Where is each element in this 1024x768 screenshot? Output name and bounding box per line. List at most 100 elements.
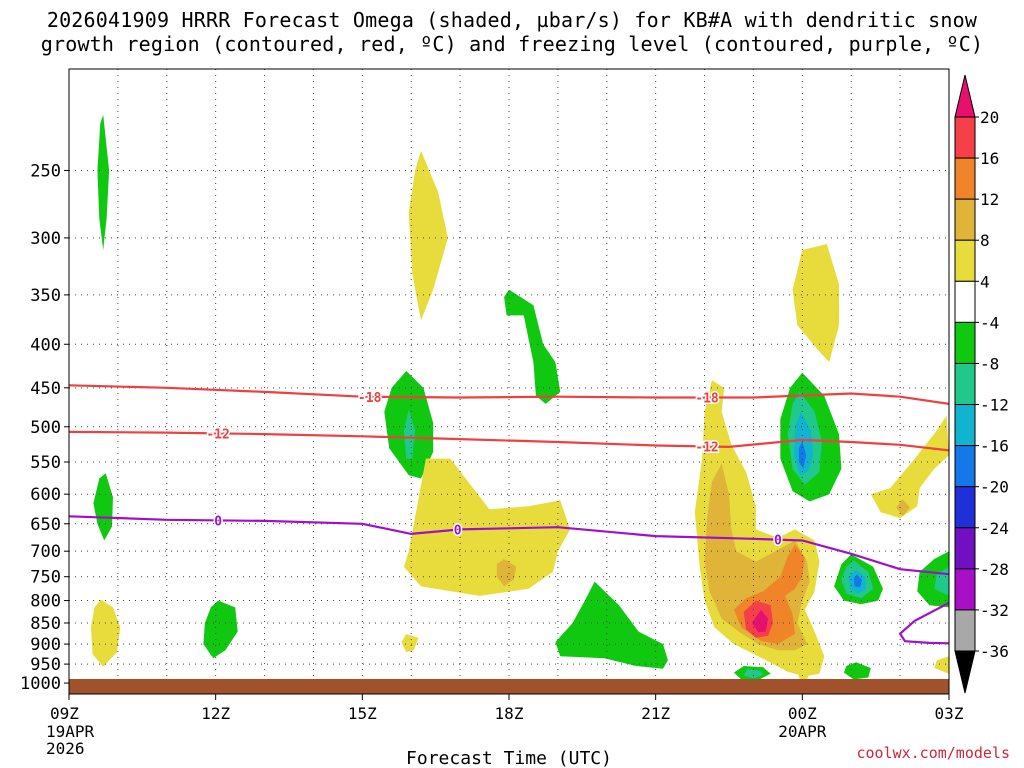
colorbar-box	[954, 321, 976, 364]
colorbar-label: -24	[980, 519, 1009, 538]
y-tick-label: 600	[30, 485, 61, 505]
omega-region-21	[798, 441, 807, 469]
x-tick-label: 03Z	[935, 704, 964, 723]
omega-region-17	[797, 667, 810, 680]
y-tick-label: 500	[30, 418, 61, 438]
omega-region-28	[853, 574, 862, 588]
x-tick-sublabel: 20APR	[778, 722, 827, 741]
contour-label: 0	[454, 524, 462, 539]
omega-region-24	[896, 499, 910, 517]
grid-lines	[69, 69, 949, 694]
colorbar-box	[954, 198, 976, 241]
y-tick-label: 350	[30, 286, 61, 306]
colorbar-top-arrow	[954, 74, 976, 118]
colorbar-box	[954, 362, 976, 406]
contour-label: -12	[695, 441, 718, 456]
y-tick-label: 800	[30, 592, 61, 612]
contour-label: 0	[214, 514, 222, 529]
y-tick-label: 700	[30, 542, 61, 562]
colorbar-box	[954, 527, 976, 570]
omega-region-6	[403, 409, 416, 459]
omega-region-1	[93, 473, 113, 541]
y-tick-label: 850	[30, 614, 61, 634]
omega-region-11	[555, 581, 668, 669]
colorbar-box	[954, 609, 976, 652]
colorbar-box	[954, 280, 976, 323]
colorbar-box	[954, 445, 976, 488]
colorbar-label: 4	[980, 272, 990, 291]
colorbar-box	[954, 486, 976, 529]
colorbar-box	[954, 568, 976, 611]
colorbar-label: 16	[980, 149, 999, 168]
colorbar-box	[954, 404, 976, 447]
omega-region-4	[408, 150, 448, 321]
watermark: coolwx.com/models	[856, 744, 1010, 762]
omega-region-23	[870, 415, 949, 519]
y-tick-label: 450	[30, 379, 61, 399]
colorbar-box	[954, 157, 976, 200]
x-tick-sublabel: 19APR	[46, 722, 95, 741]
contour-label: -18	[358, 391, 382, 406]
x-tick-label: 09Z	[50, 704, 79, 723]
contour-line-3	[898, 601, 949, 645]
omega-region-20	[794, 411, 814, 476]
y-tick-label: 250	[30, 161, 61, 181]
colorbar-label: 8	[980, 231, 990, 250]
chart-title-line-2: growth region (contoured, red, ºC) and f…	[40, 32, 984, 56]
x-tick-label: 21Z	[641, 704, 670, 723]
y-tick-label: 750	[30, 568, 61, 588]
x-tick-label: 18Z	[495, 704, 524, 723]
colorbar-label: -12	[980, 396, 1009, 415]
colorbar: 20 16 12 8 4 -4 -8 -12 -16 -20 -24 -28 -32 -36	[954, 74, 1009, 694]
x-tick-sublabel: 2026	[46, 739, 85, 758]
contour-label: -18	[695, 392, 719, 407]
omega-region-33	[843, 662, 871, 680]
contour-label: 0	[774, 534, 782, 549]
omega-shading	[91, 114, 949, 681]
y-tick-label: 650	[30, 515, 61, 535]
chart-title-line-1: 2026041909 HRRR Forecast Omega (shaded, …	[46, 8, 978, 32]
colorbar-label: 12	[980, 190, 999, 209]
omega-region-29	[917, 551, 949, 608]
y-tick-label: 400	[30, 335, 61, 355]
contour-label: -12	[206, 427, 229, 442]
y-tick-label: 550	[30, 453, 61, 473]
omega-region-8	[403, 458, 571, 596]
omega-region-9	[496, 559, 517, 587]
omega-region-32	[743, 668, 764, 679]
contour-line-1	[69, 430, 949, 452]
contour-lines: -18 -18 -12 -12 0 0 0	[69, 384, 949, 645]
colorbar-label: 20	[980, 108, 999, 127]
x-tick-label: 12Z	[201, 704, 230, 723]
y-tick-label: 1000	[20, 674, 61, 694]
omega-region-2	[91, 599, 121, 667]
colorbar-label: -32	[980, 601, 1009, 620]
x-axis-label: Forecast Time (UTC)	[406, 748, 612, 768]
colorbar-box	[954, 116, 976, 159]
x-tick-label: 15Z	[348, 704, 377, 723]
colorbar-bottom-arrow	[954, 650, 976, 694]
y-tick-label: 950	[30, 655, 61, 675]
x-tick-label: 00Z	[788, 704, 817, 723]
colorbar-label: -16	[980, 437, 1009, 456]
contour-line-2	[69, 515, 949, 576]
contour-line-0	[69, 384, 949, 405]
colorbar-label: -36	[980, 642, 1009, 661]
omega-region-16	[752, 609, 769, 633]
y-tick-label: 300	[30, 229, 61, 249]
colorbar-label: -4	[980, 313, 999, 332]
omega-region-3	[203, 600, 238, 659]
colorbar-label: -8	[980, 354, 999, 373]
colorbar-label: -28	[980, 560, 1009, 579]
y-axis: 2503003504004505005506006507007508008509…	[20, 161, 69, 694]
omega-region-22	[792, 244, 839, 363]
ground-terrain	[69, 679, 949, 694]
y-tick-label: 900	[30, 635, 61, 655]
omega-region-34	[934, 656, 949, 674]
colorbar-box	[954, 239, 976, 282]
omega-region-7	[504, 289, 561, 404]
omega-region-10	[401, 634, 419, 653]
omega-region-0	[97, 114, 110, 250]
